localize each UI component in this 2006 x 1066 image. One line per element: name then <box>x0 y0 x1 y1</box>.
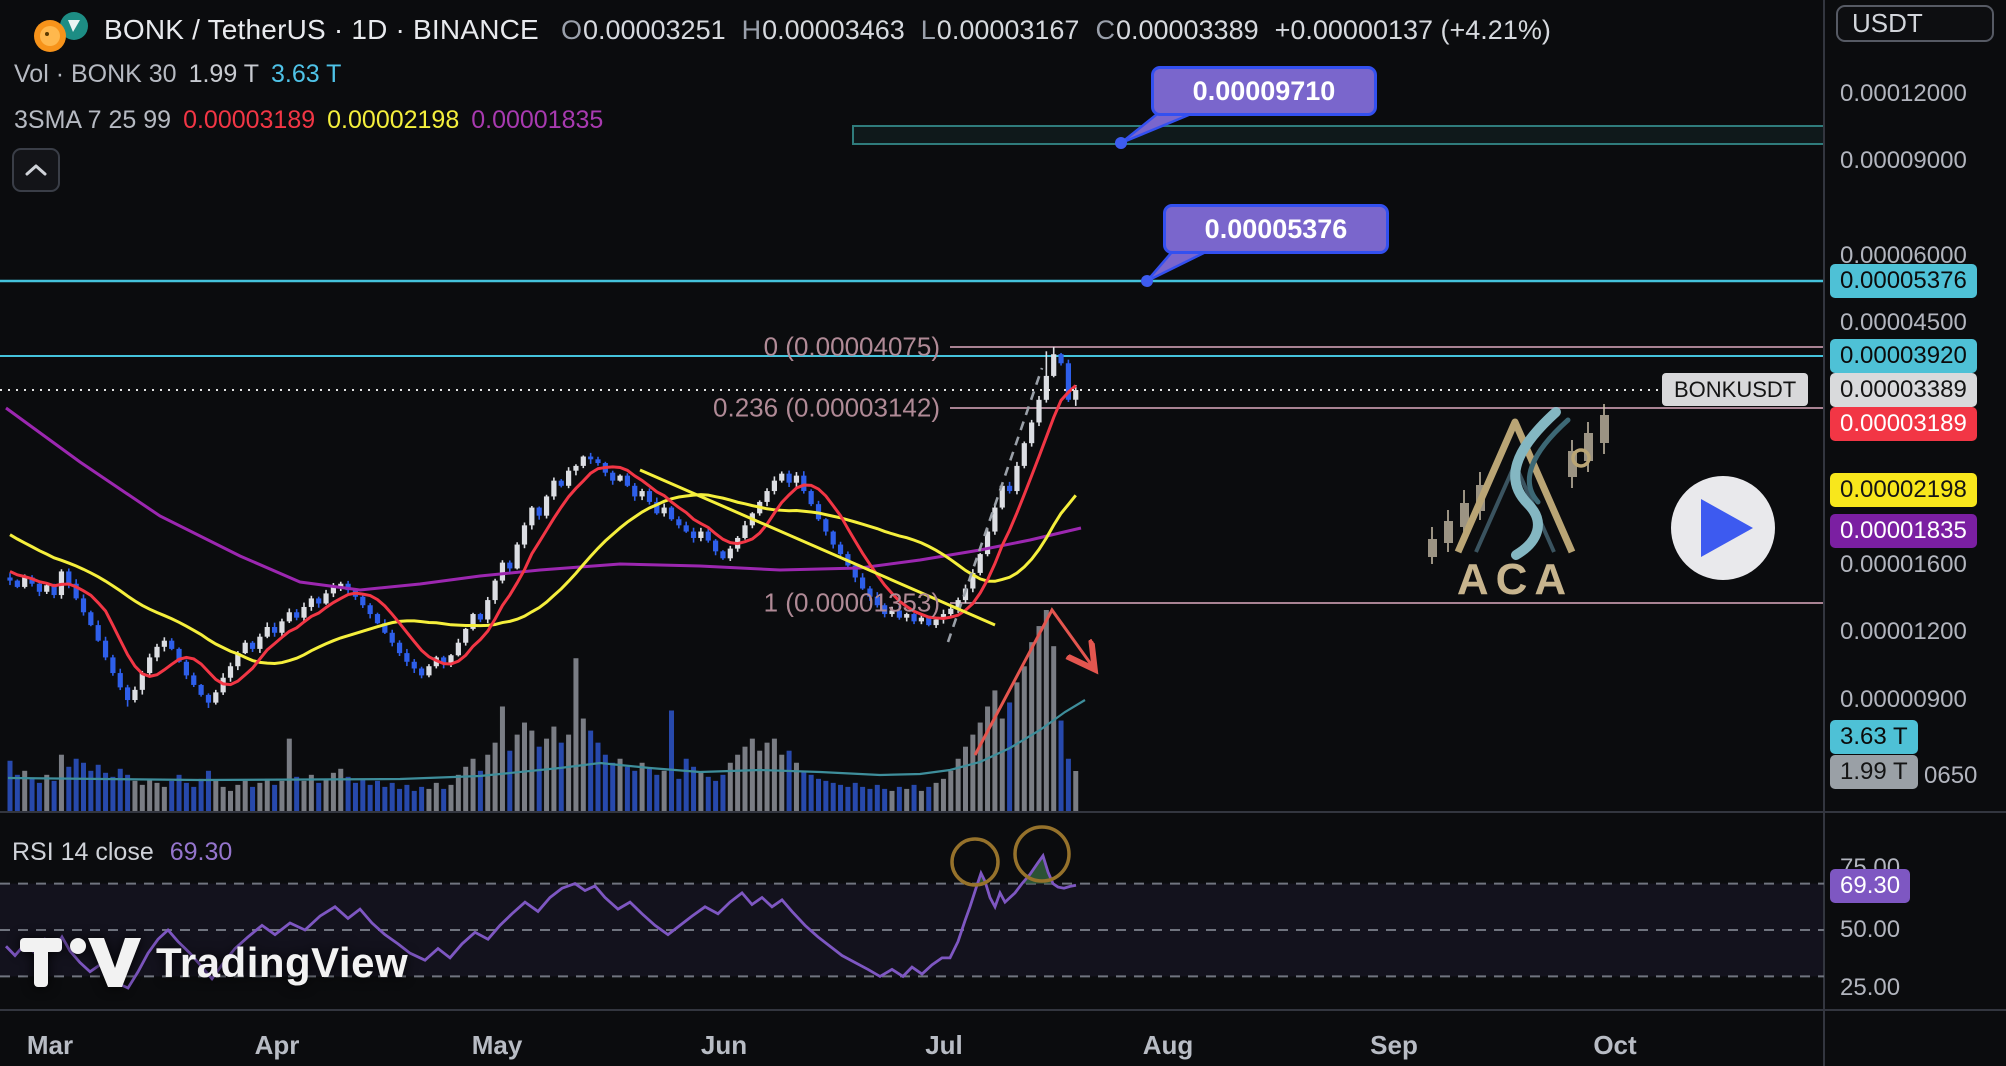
price-line-symbol-badge: BONKUSDT <box>1662 373 1809 406</box>
price-axis-label-0.00012000: 0.00012000 <box>1840 80 1967 107</box>
price-callout-9710[interactable]: 0.00009710 <box>1151 66 1377 116</box>
currency-toggle-button[interactable]: USDT <box>1836 5 1994 42</box>
price-axis-label-0650: 0650 <box>1924 762 1978 789</box>
volume-legend-row[interactable]: Vol · BONK 30 1.99 T 3.63 T <box>14 60 341 89</box>
month-label-Aug[interactable]: Aug <box>1142 1030 1194 1060</box>
yellow-trendline[interactable] <box>639 468 996 627</box>
fib-level-236-label[interactable]: 0.236 (0.00003142) <box>713 392 940 423</box>
price-axis-label-0.00002198[interactable]: 0.00002198 <box>1830 473 1977 507</box>
tradingview-logo[interactable]: TradingView <box>20 938 408 988</box>
fib-level-1-label[interactable]: 1 (0.00001353) <box>763 587 940 618</box>
sma7-line <box>9 384 1077 687</box>
sma25-line <box>9 493 1077 665</box>
red-arrow-annotation[interactable] <box>973 607 1093 756</box>
rsi-highlight-circle-0[interactable] <box>950 837 1000 887</box>
tradingview-wordmark: TradingView <box>156 939 409 986</box>
sma-legend-row[interactable]: 3SMA 7 25 99 0.00003189 0.00002198 0.000… <box>14 106 603 135</box>
volume-bars <box>7 610 1079 811</box>
sma99-line <box>5 406 1082 592</box>
rsi-axis-label-69.30[interactable]: 69.30 <box>1830 869 1911 903</box>
ohlc-item-H: H0.00003463 <box>741 14 905 45</box>
ohlc-item-O: O0.00003251 <box>560 14 726 45</box>
month-label-May[interactable]: May <box>471 1030 523 1060</box>
play-button[interactable] <box>1671 476 1775 580</box>
month-label-Jun[interactable]: Jun <box>700 1030 748 1060</box>
change-value: +0.00000137 (+4.21%) <box>1274 14 1551 45</box>
aca-watermark-logo: ACA <box>1428 404 1609 604</box>
price-axis-label-0.00001200: 0.00001200 <box>1840 618 1967 645</box>
price-axis-label-0.00003920[interactable]: 0.00003920 <box>1830 339 1977 373</box>
supply-zone-band[interactable] <box>852 125 1825 145</box>
dashed-trendline[interactable] <box>946 367 1044 643</box>
volume-ma-value: 3.63 T <box>271 60 342 88</box>
price-axis-label-0.00001600: 0.00001600 <box>1840 551 1967 578</box>
price-axis-label-3.63T[interactable]: 3.63 T <box>1830 720 1918 754</box>
collapse-legend-button[interactable] <box>12 148 60 192</box>
callout-anchor-dot-1[interactable] <box>1141 275 1153 287</box>
month-label-Jul[interactable]: Jul <box>925 1030 963 1060</box>
price-axis-label-0.00005376[interactable]: 0.00005376 <box>1830 264 1977 298</box>
sma99-value: 0.00001835 <box>471 106 604 134</box>
rsi-axis-label-50.00: 50.00 <box>1840 916 1901 943</box>
ohlc-item-C: C0.00003389 <box>1095 14 1259 45</box>
ohlc-values: O0.00003251 H0.00003463 L0.00003167 C0.0000… <box>561 15 1551 46</box>
chevron-up-icon <box>25 164 47 176</box>
sma-study-label: 3SMA 7 25 99 <box>14 106 172 134</box>
month-label-Sep[interactable]: Sep <box>1370 1030 1418 1060</box>
volume-ma-line <box>7 699 1086 782</box>
ohlc-item-L: L0.00003167 <box>920 14 1080 45</box>
svg-text:ACA: ACA <box>1457 555 1573 604</box>
tradingview-glyph-icon <box>20 938 141 987</box>
symbol-legend-row[interactable]: BONK / TetherUS · 1D · BINANCE O0.000032… <box>14 8 1551 52</box>
price-axis-label-1.99T[interactable]: 1.99 T <box>1830 755 1918 789</box>
rsi-value: 69.30 <box>169 838 233 866</box>
price-axis-label-0.00004500: 0.00004500 <box>1840 309 1967 336</box>
rsi-axis-label-25.00: 25.00 <box>1840 974 1901 1001</box>
sma25-value: 0.00002198 <box>327 106 460 134</box>
rsi-line <box>4 852 1077 990</box>
rsi-highlight-circle-1[interactable] <box>1013 825 1071 883</box>
price-axis-label-0.00000900: 0.00000900 <box>1840 686 1967 713</box>
price-axis-label-0.00009000: 0.00009000 <box>1840 147 1967 174</box>
volume-value: 1.99 T <box>188 60 260 88</box>
price-axis-label-0.00001835[interactable]: 0.00001835 <box>1830 514 1977 548</box>
sma7-value: 0.00003189 <box>183 106 316 134</box>
volume-study-label: Vol · BONK 30 <box>14 60 177 88</box>
price-callout-5376[interactable]: 0.00005376 <box>1163 204 1389 254</box>
play-icon <box>1701 499 1753 557</box>
price-axis[interactable]: 0.00012000 0.00009000 0.00006000 0.00005376… <box>1826 0 2006 1066</box>
month-label-Apr[interactable]: Apr <box>254 1030 300 1060</box>
rsi-legend-row[interactable]: RSI 14 close 69.30 <box>12 838 232 867</box>
rsi-study-label: RSI 14 close <box>12 838 154 866</box>
fib-level-0-label[interactable]: 0 (0.00004075) <box>763 331 940 362</box>
month-label-Oct[interactable]: Oct <box>1593 1030 1637 1060</box>
callout-anchor-dot-0[interactable] <box>1115 137 1127 149</box>
month-label-Mar[interactable]: Mar <box>26 1030 74 1060</box>
price-axis-label-0.00003189[interactable]: 0.00003189 <box>1830 407 1977 441</box>
symbol-pair-icon <box>34 12 88 52</box>
symbol-title[interactable]: BONK / TetherUS · 1D · BINANCE <box>104 14 539 45</box>
price-axis-label-0.00003389[interactable]: 0.00003389 <box>1830 373 1977 407</box>
